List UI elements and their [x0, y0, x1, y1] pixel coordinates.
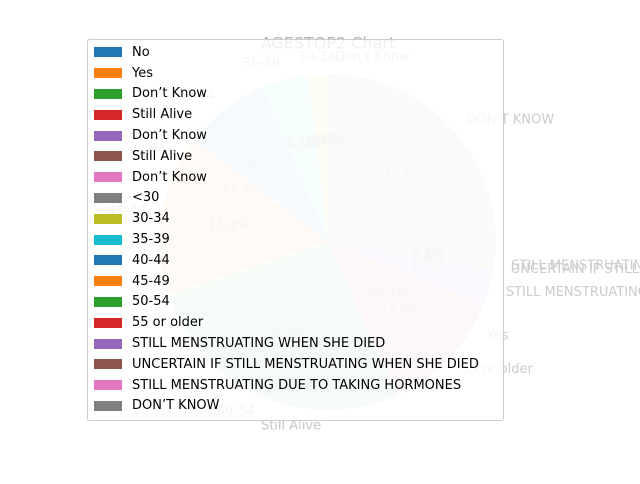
- legend-item: 40-44: [94, 250, 503, 271]
- legend-label: No: [132, 44, 150, 60]
- legend-item: Don’t Know: [94, 167, 503, 188]
- legend-label: Don’t Know: [132, 169, 207, 185]
- legend-label: <30: [132, 190, 160, 206]
- legend-swatch: [94, 338, 122, 349]
- legend-item: Still Alive: [94, 146, 503, 167]
- legend-label: 35-39: [132, 232, 170, 248]
- legend-swatch: [94, 400, 122, 411]
- legend-label: DON’T KNOW: [132, 398, 220, 414]
- legend-swatch: [94, 151, 122, 162]
- legend-label: 55 or older: [132, 315, 204, 331]
- legend-swatch: [94, 130, 122, 141]
- legend-label: 30-34: [132, 211, 170, 227]
- legend-label: STILL MENSTRUATING DUE TO TAKING HORMONE…: [132, 377, 462, 393]
- legend-item: <30: [94, 188, 503, 209]
- legend-swatch: [94, 47, 122, 58]
- legend-swatch: [94, 317, 122, 328]
- legend-label: 50-54: [132, 294, 170, 310]
- legend-item: UNCERTAIN IF STILL MENSTRUATING WHEN SHE…: [94, 354, 503, 375]
- legend-item: Don’t Know: [94, 125, 503, 146]
- legend-item: 45-49: [94, 271, 503, 292]
- legend-swatch: [94, 234, 122, 245]
- legend-label: Yes: [132, 65, 153, 81]
- legend: No Yes Don’t Know Still Alive Don’t Know Stil…: [87, 39, 504, 421]
- legend-label: 40-44: [132, 252, 170, 268]
- legend-item: 35-39: [94, 229, 503, 250]
- legend-swatch: [94, 88, 122, 99]
- legend-item: Yes: [94, 63, 503, 84]
- legend-item: DON’T KNOW: [94, 396, 503, 417]
- legend-item: Still Alive: [94, 104, 503, 125]
- legend-swatch: [94, 255, 122, 266]
- legend-swatch: [94, 213, 122, 224]
- legend-swatch: [94, 380, 122, 391]
- legend-swatch: [94, 109, 122, 120]
- legend-label: Still Alive: [132, 107, 193, 123]
- legend-label: Don’t Know: [132, 128, 207, 144]
- extra-outer-label: Still Alive: [261, 419, 321, 434]
- slice-label: STILL MENSTRUATING WHEN SHE DIED: [506, 285, 640, 300]
- legend-swatch: [94, 276, 122, 287]
- legend-item: 50-54: [94, 292, 503, 313]
- legend-item: Don’t Know: [94, 84, 503, 105]
- legend-swatch: [94, 296, 122, 307]
- slice-label: STILL MENSTRUATING DUE TO TAKING HORMONE…: [511, 258, 640, 273]
- legend-swatch: [94, 68, 122, 79]
- legend-item: No: [94, 42, 503, 63]
- legend-item: STILL MENSTRUATING WHEN SHE DIED: [94, 333, 503, 354]
- legend-item: STILL MENSTRUATING DUE TO TAKING HORMONE…: [94, 375, 503, 396]
- legend-label: Still Alive: [132, 148, 193, 164]
- legend-item: 30-34: [94, 208, 503, 229]
- legend-swatch: [94, 172, 122, 183]
- legend-label: 45-49: [132, 273, 170, 289]
- legend-label: Don’t Know: [132, 86, 207, 102]
- legend-item: 55 or older: [94, 312, 503, 333]
- legend-label: UNCERTAIN IF STILL MENSTRUATING WHEN SHE…: [132, 356, 479, 372]
- legend-label: STILL MENSTRUATING WHEN SHE DIED: [132, 336, 386, 352]
- extra-outer-label: Still Alive: [261, 419, 321, 434]
- slice-label: UNCERTAIN IF STILL MENSTRUATING WHEN SHE…: [511, 262, 640, 277]
- legend-swatch: [94, 359, 122, 370]
- legend-swatch: [94, 192, 122, 203]
